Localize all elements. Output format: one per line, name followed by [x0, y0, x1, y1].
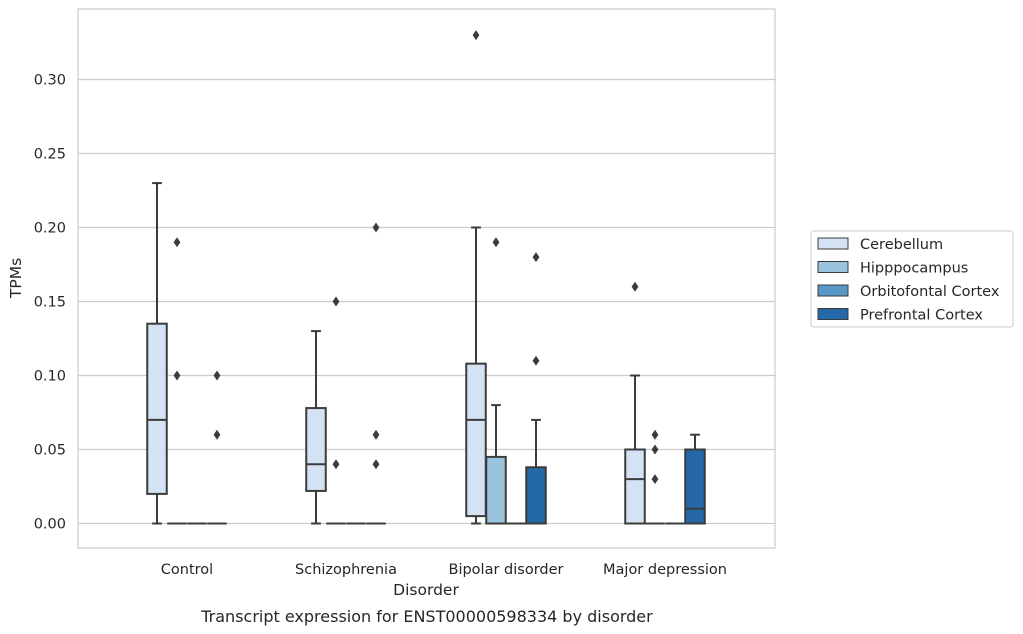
outlier-point: [651, 429, 659, 440]
box-0-0: [146, 182, 168, 525]
box-1-0: [305, 330, 327, 525]
legend-label: Hipppocampus: [860, 261, 968, 277]
plot-background: [78, 9, 775, 548]
y-gridlines: [78, 78, 775, 525]
y-tick-label: 0.30: [34, 73, 66, 89]
box-3-0: [624, 281, 646, 525]
y-tick-label: 0.15: [34, 295, 66, 311]
box-1-1: [326, 296, 346, 525]
y-tick-label: 0.00: [34, 517, 66, 533]
y-tick-label: 0.05: [34, 443, 66, 459]
chart-caption: Transcript expression for ENST0000059833…: [200, 607, 653, 626]
outlier-point: [173, 237, 181, 248]
box-body: [485, 455, 507, 525]
outlier-point: [332, 296, 340, 307]
box-body: [465, 362, 487, 518]
legend: Cerebellum Hipppocampus Orbitofontal Corte…: [810, 230, 1014, 328]
box-body: [525, 466, 547, 525]
x-tick-label: Major depression: [603, 562, 727, 578]
outlier-point: [372, 459, 380, 470]
legend-swatch: [817, 284, 849, 297]
outlier-point: [213, 370, 221, 381]
box-body: [624, 448, 646, 525]
legend-swatch: [817, 308, 849, 320]
legend-frame: [810, 230, 1014, 328]
box-body: [305, 407, 327, 492]
x-tick-label: Schizophrenia: [295, 562, 397, 578]
outlier-point: [651, 444, 659, 455]
outlier-point: [532, 252, 540, 263]
box-body: [146, 322, 168, 495]
outlier-point: [631, 281, 639, 292]
outlier-point: [651, 474, 659, 485]
box-2-3: [525, 252, 547, 525]
y-tick-label: 0.20: [34, 221, 66, 237]
box-groups: [146, 30, 706, 525]
outlier-point: [372, 429, 380, 440]
plot-frame: [77, 8, 776, 549]
outlier-point: [492, 237, 500, 248]
outlier-point: [472, 30, 480, 41]
x-tick-labels: Control Schizophrenia Bipolar disorder Majo…: [161, 562, 727, 578]
outlier-point: [173, 370, 181, 381]
legend-swatch: [817, 261, 849, 273]
legend-label: Prefrontal Cortex: [860, 308, 983, 324]
box-0-1: [167, 237, 187, 525]
box-0-3: [207, 370, 227, 525]
legend-swatch: [817, 237, 849, 250]
outlier-point: [372, 222, 380, 233]
outlier-point: [532, 355, 540, 366]
outlier-point: [332, 459, 340, 470]
box-3-3: [684, 433, 706, 525]
y-axis-title: TPMs: [7, 258, 25, 299]
legend-label: Cerebellum: [860, 237, 943, 253]
y-tick-label: 0.10: [34, 369, 66, 385]
box-body: [684, 448, 706, 525]
y-tick-labels: 0.00 0.05 0.10 0.15 0.20 0.25 0.30: [34, 73, 66, 533]
x-axis-title: Disorder: [393, 581, 459, 599]
x-tick-label: Control: [161, 562, 213, 578]
outlier-point: [213, 429, 221, 440]
box-3-1: [645, 429, 665, 525]
box-1-3: [366, 222, 386, 525]
box-2-1: [485, 237, 507, 525]
box-2-0: [465, 30, 487, 525]
x-tick-label: Bipolar disorder: [449, 562, 564, 578]
legend-label: Orbitofontal Cortex: [860, 284, 1000, 300]
y-tick-label: 0.25: [34, 147, 66, 163]
